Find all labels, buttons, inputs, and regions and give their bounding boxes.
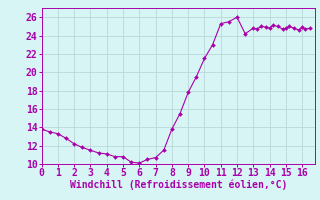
X-axis label: Windchill (Refroidissement éolien,°C): Windchill (Refroidissement éolien,°C) <box>70 180 287 190</box>
